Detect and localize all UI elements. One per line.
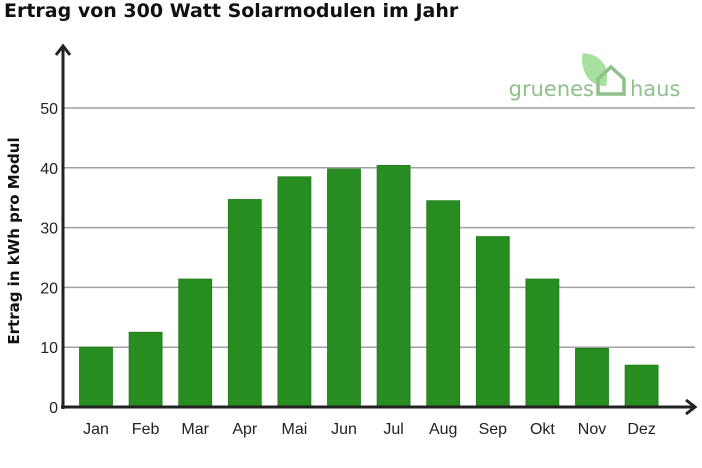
x-tick-label: Feb <box>132 421 160 438</box>
x-tick-label: Okt <box>530 421 555 438</box>
bar-feb <box>128 331 163 408</box>
logo-text-left: gruenes <box>509 77 594 101</box>
bar-nov <box>575 347 609 408</box>
bar-dez <box>624 364 659 408</box>
x-tick-label: Jan <box>83 421 109 438</box>
x-tick-label: Apr <box>232 421 258 438</box>
bar-sep <box>475 236 510 408</box>
y-tick-label: 20 <box>40 280 58 297</box>
y-tick-label: 0 <box>49 400 58 417</box>
x-tick-label: Mai <box>282 421 308 438</box>
bar-aug <box>426 200 461 408</box>
chart-title: Ertrag von 300 Watt Solarmodulen im Jahr <box>4 0 459 22</box>
x-tick-label: Mar <box>181 421 209 438</box>
house-icon <box>596 64 626 96</box>
x-tick-label: Sep <box>479 421 508 438</box>
y-tick-label: 40 <box>40 161 58 178</box>
bar-mar <box>178 278 213 408</box>
x-tick-label: Dez <box>627 421 655 438</box>
x-axis-arrow <box>685 398 698 416</box>
bar-okt <box>525 278 560 408</box>
y-tick-label: 50 <box>40 101 58 118</box>
bar-jan <box>79 346 113 408</box>
x-tick-label: Aug <box>429 421 457 438</box>
x-tick-label: Jul <box>383 421 403 438</box>
y-axis-arrow <box>54 43 72 56</box>
y-tick-label: 10 <box>40 340 58 357</box>
bar-mai <box>277 176 312 408</box>
bar-apr <box>227 199 262 408</box>
y-tick-label: 30 <box>40 221 58 238</box>
bar-jul <box>376 165 411 408</box>
bar-jun <box>327 168 361 408</box>
x-tick-label: Jun <box>331 421 357 438</box>
logo-text-right: haus <box>630 77 680 101</box>
x-tick-label: Nov <box>578 421 606 438</box>
gruenes-haus-logo: gruenes haus <box>509 53 680 101</box>
